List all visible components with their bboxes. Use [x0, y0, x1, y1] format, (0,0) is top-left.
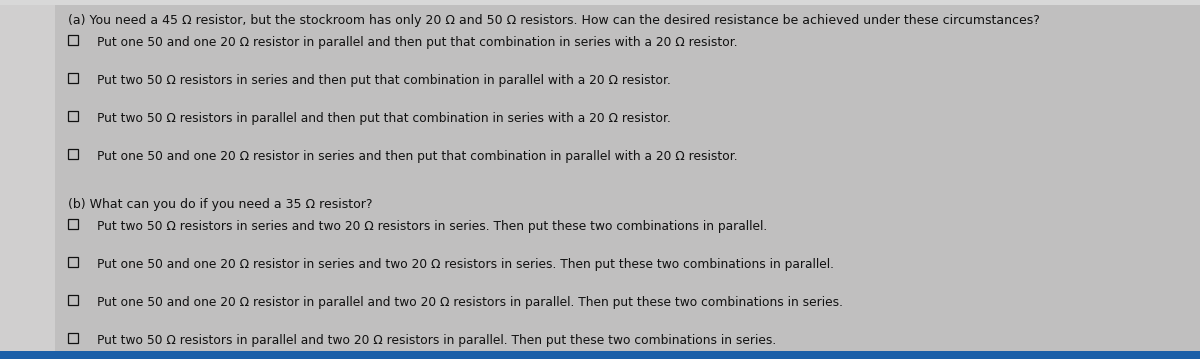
Text: Put two 50 Ω resistors in series and then put that combination in parallel with : Put two 50 Ω resistors in series and the… [97, 74, 671, 87]
Bar [0, 0, 1200, 5]
Bar [0, 351, 1200, 359]
Bar [68, 35, 78, 45]
Bar [0, 5, 55, 354]
Text: Put one 50 and one 20 Ω resistor in series and two 20 Ω resistors in series. The: Put one 50 and one 20 Ω resistor in seri… [97, 258, 834, 271]
Bar [68, 333, 78, 343]
Text: Put one 50 and one 20 Ω resistor in parallel and two 20 Ω resistors in parallel.: Put one 50 and one 20 Ω resistor in para… [97, 296, 842, 309]
Text: (b) What can you do if you need a 35 Ω resistor?: (b) What can you do if you need a 35 Ω r… [68, 198, 372, 211]
Bar [68, 295, 78, 305]
Text: Put one 50 and one 20 Ω resistor in parallel and then put that combination in se: Put one 50 and one 20 Ω resistor in para… [97, 36, 738, 49]
Text: Put two 50 Ω resistors in parallel and then put that combination in series with : Put two 50 Ω resistors in parallel and t… [97, 112, 671, 125]
Text: Put two 50 Ω resistors in parallel and two 20 Ω resistors in parallel. Then put : Put two 50 Ω resistors in parallel and t… [97, 334, 776, 347]
Text: Put one 50 and one 20 Ω resistor in series and then put that combination in para: Put one 50 and one 20 Ω resistor in seri… [97, 150, 738, 163]
Bar [68, 111, 78, 121]
Bar [68, 73, 78, 83]
Bar [68, 149, 78, 159]
Bar [68, 219, 78, 229]
Text: (a) You need a 45 Ω resistor, but the stockroom has only 20 Ω and 50 Ω resistors: (a) You need a 45 Ω resistor, but the st… [68, 14, 1040, 27]
Text: Put two 50 Ω resistors in series and two 20 Ω resistors in series. Then put thes: Put two 50 Ω resistors in series and two… [97, 220, 767, 233]
Bar [68, 257, 78, 267]
